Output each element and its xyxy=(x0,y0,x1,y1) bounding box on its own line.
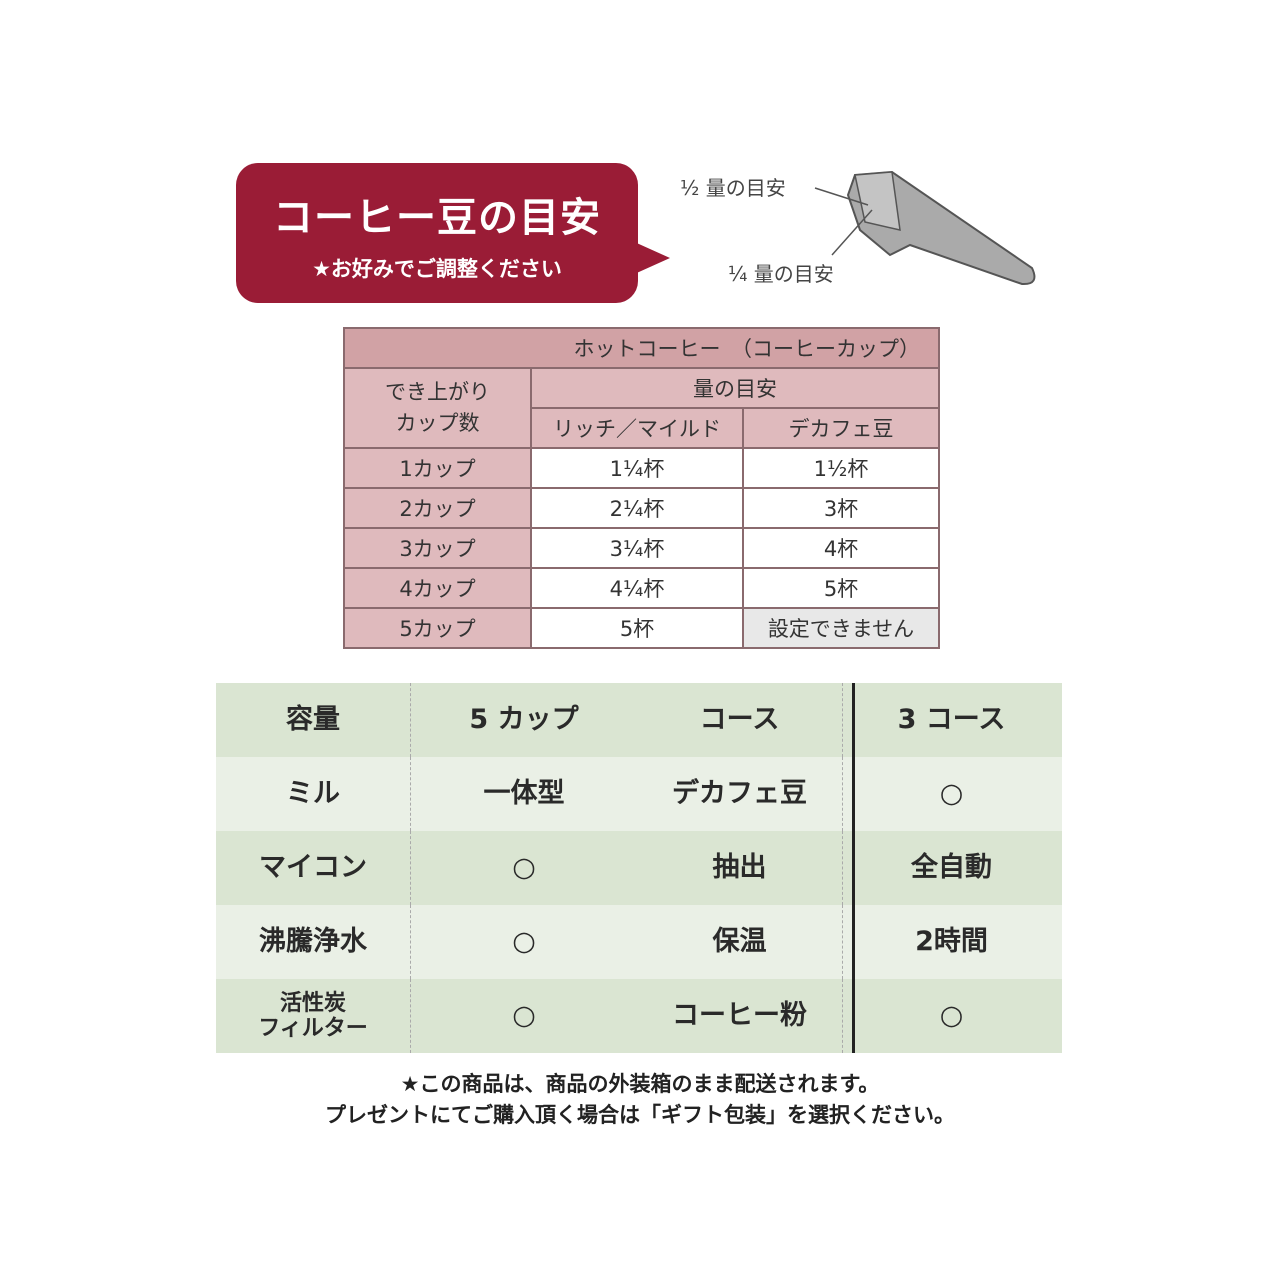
column-divider xyxy=(852,683,855,1053)
spec-label: デカフェ豆 xyxy=(637,757,843,831)
spec-value: ○ xyxy=(939,1000,964,1032)
spec-row: 活性炭 フィルター ○ コーヒー粉 ○ xyxy=(216,979,1062,1053)
bubble-title: コーヒー豆の目安 xyxy=(273,195,601,241)
bubble-tail xyxy=(630,240,670,276)
spec-label: マイコン xyxy=(216,831,411,905)
spec-value: ○ xyxy=(512,1000,536,1032)
table-row: 2カップ 2¼杯 3杯 xyxy=(343,487,940,529)
decaf-cell: 5杯 xyxy=(742,567,940,609)
rich-mild-cell: 3¼杯 xyxy=(530,527,744,569)
cups-cell: 4カップ xyxy=(343,567,532,609)
cups-cell: 2カップ xyxy=(343,487,532,529)
spec-value: ○ xyxy=(939,778,964,810)
footer-note-2: プレゼントにてご購入頂く場合は「ギフト包装」を選択ください。 xyxy=(325,1103,955,1127)
table-title: ホットコーヒー （コーヒーカップ） xyxy=(343,327,940,369)
spec-row: ミル 一体型 デカフェ豆 ○ xyxy=(216,757,1062,831)
spec-value: ○ xyxy=(512,852,536,884)
spec-value: ○ xyxy=(512,926,536,958)
column-header: リッチ／マイルド xyxy=(530,407,744,449)
measuring-scoop-icon xyxy=(814,170,1036,286)
spec-value: 全自動 xyxy=(911,852,992,884)
spec-label: コース xyxy=(637,683,843,757)
footer-note-1: ★この商品は、商品の外装箱のまま配送されます。 xyxy=(400,1072,880,1096)
row-header: でき上がり カップ数 xyxy=(343,367,532,449)
table-row: 4カップ 4¼杯 5杯 xyxy=(343,567,940,609)
spec-label: ミル xyxy=(216,757,411,831)
spec-label: 保温 xyxy=(637,905,843,979)
spec-table: 容量 5 カップ コース 3 コース ミル 一体型 デカフェ豆 ○ マイコン ○… xyxy=(216,683,1062,1053)
table-row: 3カップ 3¼杯 4杯 xyxy=(343,527,940,569)
speech-bubble: コーヒー豆の目安 ★お好みでご調整ください xyxy=(236,163,638,303)
spec-row: マイコン ○ 抽出 全自動 xyxy=(216,831,1062,905)
rich-mild-cell: 5杯 xyxy=(530,607,744,649)
spec-label: 容量 xyxy=(216,683,411,757)
spec-value: 5 カップ xyxy=(469,704,579,736)
quarter-measure-label: ¼ 量の目安 xyxy=(728,262,834,286)
decaf-cell: 3杯 xyxy=(742,487,940,529)
table-row: 1カップ 1¼杯 1½杯 xyxy=(343,447,940,489)
rich-mild-cell: 2¼杯 xyxy=(530,487,744,529)
spec-label: 活性炭 フィルター xyxy=(216,979,411,1053)
table-row: 5カップ 5杯 設定できません xyxy=(343,607,940,649)
bubble-subtitle: ★お好みでご調整ください xyxy=(312,257,562,281)
spec-label: 抽出 xyxy=(637,831,843,905)
half-measure-label: ½ 量の目安 xyxy=(680,176,786,200)
spec-value: 3 コース xyxy=(897,704,1006,736)
decaf-cell: 1½杯 xyxy=(742,447,940,489)
decaf-cell: 設定できません xyxy=(742,607,940,649)
cups-cell: 5カップ xyxy=(343,607,532,649)
bean-amount-table: ホットコーヒー （コーヒーカップ） でき上がり カップ数 量の目安 リッチ／マイ… xyxy=(343,327,940,649)
spec-value: 一体型 xyxy=(483,778,565,810)
spec-label: 沸騰浄水 xyxy=(216,905,411,979)
spec-value: 2時間 xyxy=(915,926,988,958)
decaf-cell: 4杯 xyxy=(742,527,940,569)
column-header: デカフェ豆 xyxy=(742,407,940,449)
rich-mild-cell: 1¼杯 xyxy=(530,447,744,489)
spec-row: 沸騰浄水 ○ 保温 2時間 xyxy=(216,905,1062,979)
spec-label: コーヒー粉 xyxy=(637,979,843,1053)
cups-cell: 1カップ xyxy=(343,447,532,489)
rich-mild-cell: 4¼杯 xyxy=(530,567,744,609)
group-header: 量の目安 xyxy=(530,367,940,409)
spec-row: 容量 5 カップ コース 3 コース xyxy=(216,683,1062,757)
cups-cell: 3カップ xyxy=(343,527,532,569)
